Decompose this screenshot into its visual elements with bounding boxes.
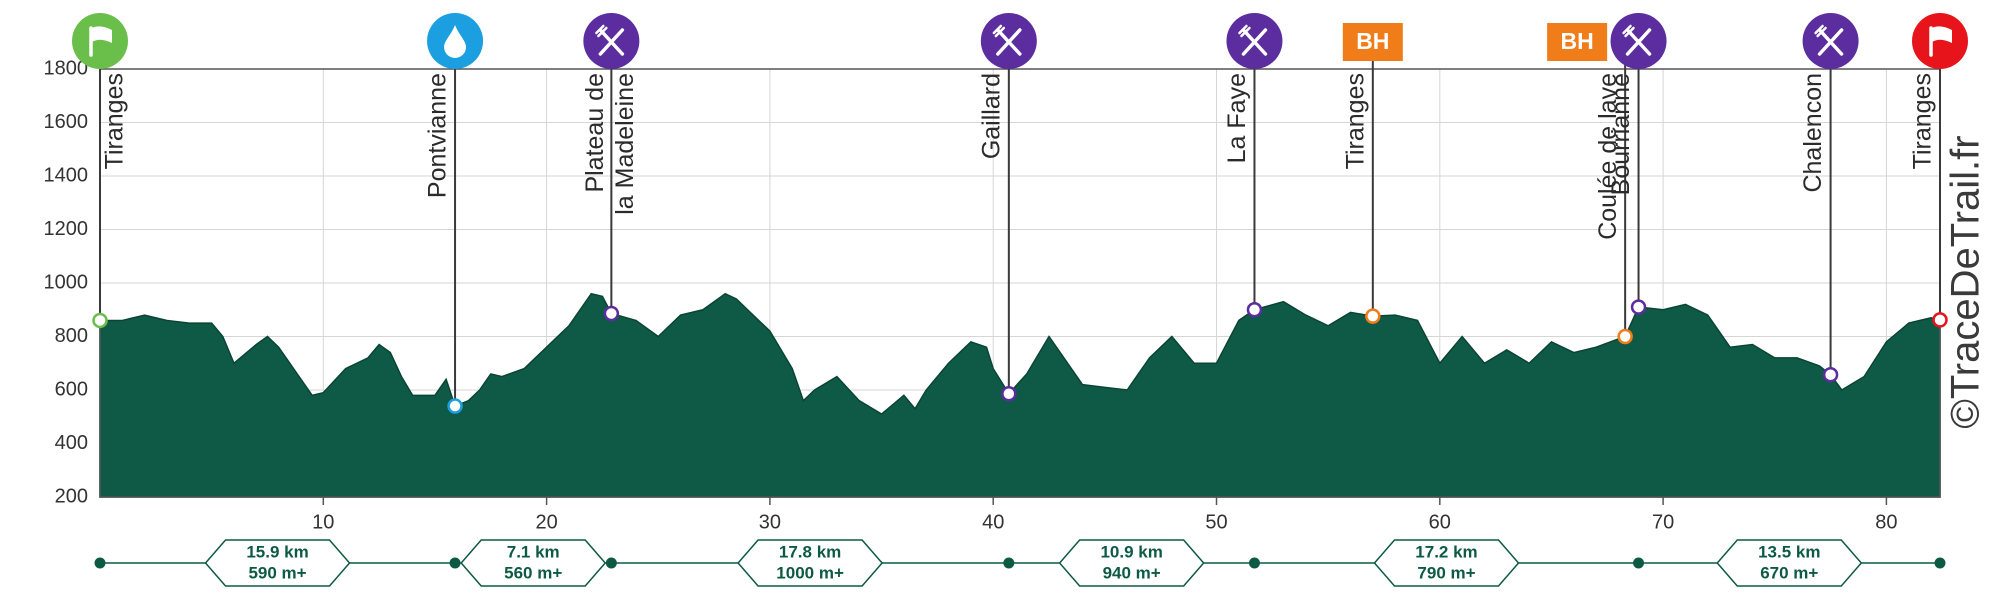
waypoint: Bourrianne: [1607, 13, 1667, 315]
waypoint: Tiranges BH: [1341, 23, 1403, 324]
waypoint-label: Pontvianne: [424, 73, 452, 198]
y-tick-label: 600: [55, 378, 88, 400]
segment-gain: 560 m+: [504, 563, 562, 582]
segment-dot: [605, 557, 617, 569]
waypoint-label: Tiranges: [101, 73, 129, 169]
segment-dot: [1248, 557, 1260, 569]
waypoint: Chalencon: [1799, 13, 1859, 383]
knife: [1241, 28, 1268, 56]
segment-distance: 13.5 km: [1758, 542, 1820, 561]
waypoint-label: Chalencon: [1799, 73, 1827, 193]
waypoint-label: Bourrianne: [1607, 73, 1635, 195]
y-tick-label: 1600: [44, 111, 89, 133]
segment-dot: [449, 557, 461, 569]
segment-gain: 940 m+: [1103, 563, 1161, 582]
badge-label: BH: [1356, 28, 1389, 54]
flag-cloth: [1932, 26, 1952, 43]
waypoint-label: Plateau de: [581, 73, 609, 193]
waypoint: Tiranges: [72, 13, 129, 329]
waypoint-marker: [92, 312, 108, 329]
segment-distance: 17.2 km: [1415, 542, 1477, 561]
y-tick-label: 1800: [44, 57, 89, 79]
waypoint-label: Tiranges: [1341, 73, 1369, 169]
fork-tines: [1622, 24, 1635, 38]
badge-box: [1547, 23, 1608, 61]
y-tick-label: 400: [55, 432, 88, 454]
y-tick-label: 800: [55, 325, 88, 347]
y-tick-label: 1000: [44, 271, 89, 293]
segment-dot: [94, 557, 106, 569]
y-tick-label: 1400: [44, 164, 89, 186]
segment-dot: [1934, 557, 1946, 569]
watermark: ©TraceDeTrail.fr: [1944, 135, 1988, 428]
segment-dot: [1003, 557, 1015, 569]
segment-hexagon: [460, 539, 607, 587]
waypoint-marker: [1246, 302, 1263, 318]
waypoint-label: la Madeleine: [611, 73, 639, 215]
segment-hexagon: [737, 539, 884, 587]
waypoint-label: Gaillard: [977, 73, 1005, 159]
x-tick-label: 50: [1205, 511, 1227, 533]
waypoint-label: Coulée de lave: [1594, 73, 1622, 240]
x-tick-label: 60: [1429, 511, 1451, 533]
x-tick-label: 40: [982, 511, 1004, 533]
segment-hexagon: [204, 539, 351, 587]
waypoint-marker: [447, 398, 463, 414]
fork-tines: [1814, 24, 1827, 38]
y-tick-label: 1200: [44, 218, 89, 240]
segment-hexagon: [1716, 539, 1863, 587]
fork-tines: [992, 24, 1006, 38]
x-tick-label: 30: [759, 511, 781, 533]
x-tick-label: 10: [312, 511, 334, 533]
segment-distance: 17.8 km: [779, 542, 841, 561]
drop: [444, 25, 467, 59]
segment-distance: 15.9 km: [246, 542, 308, 561]
waypoint: Plateau de la Madeleine: [581, 13, 640, 322]
segment-gain: 1000 m+: [776, 563, 844, 582]
waypoint-marker: [1365, 308, 1381, 324]
y-tick-label: 200: [55, 485, 88, 507]
segment-distance: 7.1 km: [507, 542, 560, 561]
waypoint: La Faye: [1223, 13, 1283, 318]
elevation-area: [99, 292, 1941, 498]
badge-box: [1342, 23, 1403, 61]
knife: [1817, 28, 1844, 56]
fork-tines: [1238, 24, 1251, 38]
fork-tines: [595, 24, 608, 38]
x-tick-label: 80: [1875, 511, 1897, 533]
x-tick-label: 70: [1652, 511, 1674, 533]
waypoint-marker: [1932, 312, 1948, 328]
flag-cloth: [92, 26, 112, 43]
segment-hexagon: [1058, 539, 1205, 587]
waypoint-marker: [1822, 367, 1839, 383]
waypoint-marker: [603, 305, 620, 322]
knife: [1625, 28, 1652, 56]
x-tick-label: 20: [535, 511, 557, 533]
waypoint-marker: [1617, 328, 1633, 345]
waypoint-icon: [1912, 13, 1968, 69]
segment-gain: 790 m+: [1417, 563, 1475, 582]
waypoint-label: La Faye: [1223, 73, 1251, 163]
segment-hexagon: [1373, 539, 1520, 587]
segment-gain: 670 m+: [1760, 563, 1818, 582]
waypoint-label: Tiranges: [1909, 73, 1937, 169]
waypoint-marker: [1630, 299, 1647, 315]
waypoint: Pontvianne: [424, 13, 484, 414]
segment-dot: [1633, 557, 1645, 569]
segment-gain: 590 m+: [248, 563, 306, 582]
knife: [996, 28, 1022, 56]
knife: [598, 28, 625, 56]
badge-label: BH: [1561, 28, 1594, 54]
waypoint: Tiranges: [1909, 13, 1968, 328]
waypoint-marker: [1001, 385, 1017, 402]
segment-distance: 10.9 km: [1100, 542, 1162, 561]
waypoint-icon: [72, 13, 128, 69]
waypoint: Gaillard: [977, 13, 1037, 402]
